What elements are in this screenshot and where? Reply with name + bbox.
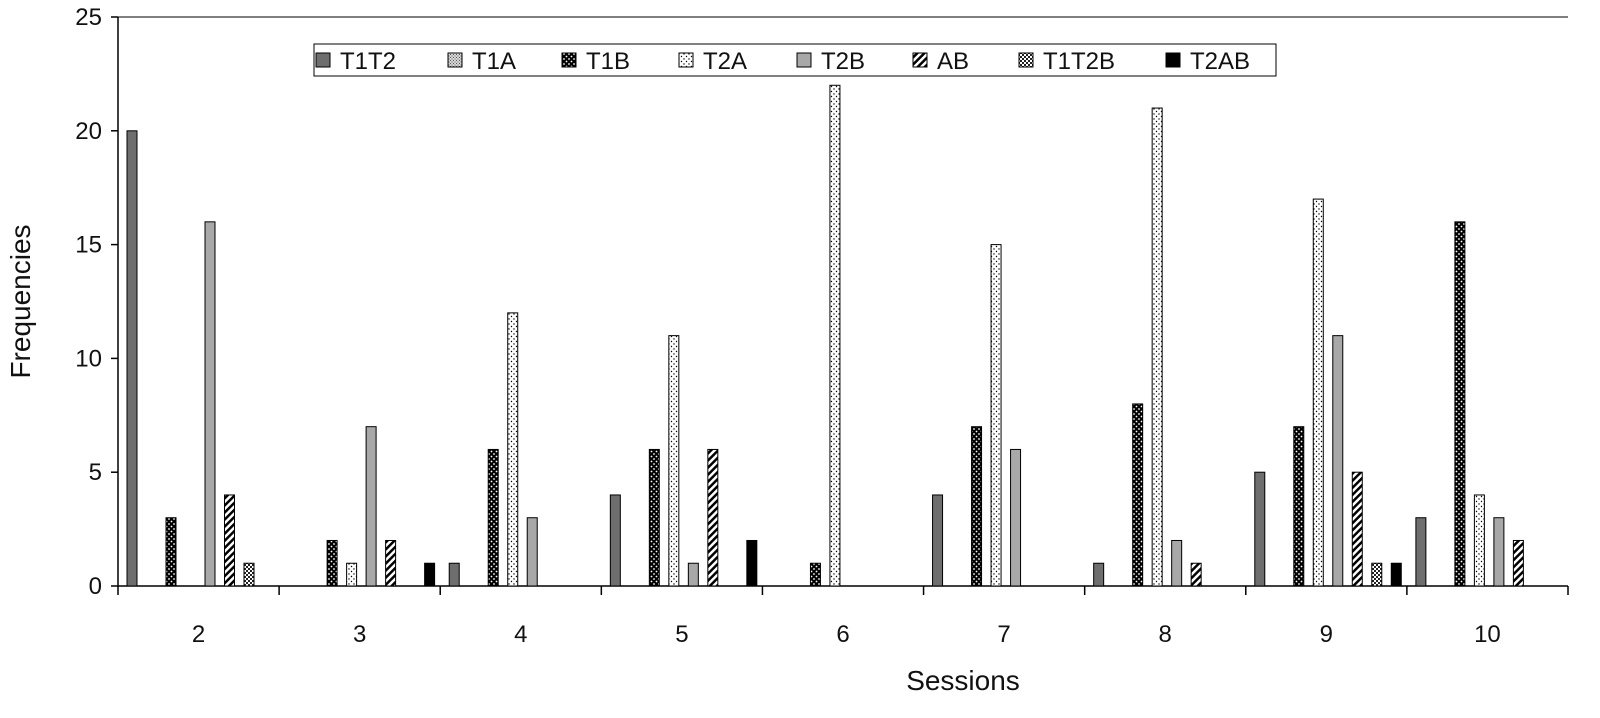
legend-swatch-t1t2b bbox=[1018, 52, 1034, 68]
bar-t1b-session-8 bbox=[1132, 403, 1144, 587]
legend-swatch-t2ab bbox=[1165, 52, 1181, 68]
x-tick-label: 4 bbox=[514, 621, 527, 648]
bar-t1t2b-session-2 bbox=[243, 562, 255, 587]
bar-t2b-session-8 bbox=[1171, 539, 1183, 587]
bar-t1t2-session-10 bbox=[1415, 517, 1427, 587]
bar-t1b-session-10 bbox=[1454, 221, 1466, 587]
y-tick-label: 20 bbox=[75, 118, 102, 145]
bar-ab-session-2 bbox=[224, 494, 235, 587]
x-tick-label: 9 bbox=[1320, 621, 1333, 648]
bar-t2b-session-10 bbox=[1493, 517, 1505, 587]
bar-t2b-session-4 bbox=[526, 517, 538, 587]
bar-ab-session-10 bbox=[1512, 539, 1524, 587]
legend-label-t1b: T1B bbox=[586, 48, 630, 75]
y-axis-title: Frequencies bbox=[5, 224, 36, 378]
x-tick-label: 10 bbox=[1474, 621, 1501, 648]
legend-swatch-t2b bbox=[796, 52, 812, 68]
bar-t2a-session-5 bbox=[668, 335, 680, 587]
legend-label-t2b: T2B bbox=[821, 48, 865, 75]
y-tick-label: 0 bbox=[89, 573, 102, 600]
y-tick-label: 10 bbox=[75, 345, 102, 372]
bar-ab-session-3 bbox=[385, 539, 397, 587]
bar-t1b-session-9 bbox=[1293, 426, 1305, 587]
bar-t2a-session-8 bbox=[1151, 107, 1163, 587]
legend-label-t1a: T1A bbox=[472, 48, 516, 75]
bar-t2a-session-10 bbox=[1473, 494, 1485, 587]
legend-swatch-t1b bbox=[561, 52, 577, 68]
y-tick-label: 15 bbox=[75, 232, 102, 259]
legend-swatch-ab bbox=[912, 52, 928, 68]
bar-t1t2-session-2 bbox=[126, 130, 138, 587]
bar-ab-session-5 bbox=[707, 448, 719, 587]
bar-t1t2-session-9 bbox=[1254, 471, 1266, 587]
bar-t1b-session-2 bbox=[165, 517, 177, 587]
x-axis-title: Sessions bbox=[906, 665, 1020, 696]
legend-label-t2a: T2A bbox=[703, 48, 747, 75]
bar-t2ab-session-5 bbox=[746, 539, 758, 587]
bar-t2a-session-6 bbox=[829, 84, 841, 587]
bar-ab-session-9 bbox=[1351, 471, 1363, 587]
bar-t1t2-session-8 bbox=[1093, 562, 1105, 587]
x-tick-label: 3 bbox=[353, 621, 366, 648]
bar-t2ab-session-9 bbox=[1390, 562, 1402, 587]
bar-t1t2-session-5 bbox=[609, 494, 621, 587]
legend-label-t1t2b: T1T2B bbox=[1043, 48, 1115, 75]
x-tick-label: 5 bbox=[675, 621, 688, 648]
bar-t2b-session-7 bbox=[1010, 448, 1022, 587]
legend-label-t1t2: T1T2 bbox=[340, 48, 396, 75]
x-tick-label: 7 bbox=[997, 621, 1010, 648]
bar-t1b-session-7 bbox=[971, 426, 983, 587]
bar-t1t2-session-4 bbox=[448, 562, 460, 587]
legend-swatch-t1a bbox=[447, 52, 463, 68]
bar-t1b-session-6 bbox=[809, 562, 821, 587]
legend-swatch-t2a bbox=[678, 52, 694, 68]
y-tick-label: 25 bbox=[75, 4, 102, 31]
legend-box bbox=[313, 43, 1277, 77]
bar-t2b-session-9 bbox=[1332, 335, 1344, 587]
bar-t2a-session-9 bbox=[1312, 198, 1324, 587]
bar-t1t2b-session-9 bbox=[1371, 562, 1383, 587]
bar-t2b-session-5 bbox=[687, 562, 699, 587]
x-tick-label: 8 bbox=[1159, 621, 1172, 648]
x-tick-label: 6 bbox=[836, 621, 849, 648]
bar-t2b-session-2 bbox=[204, 221, 216, 587]
bar-t1t2-session-7 bbox=[932, 494, 944, 587]
bar-t1b-session-3 bbox=[326, 539, 338, 587]
x-tick-label: 2 bbox=[192, 621, 205, 648]
bar-t1b-session-4 bbox=[487, 448, 499, 587]
bar-t2a-session-7 bbox=[990, 244, 1002, 587]
y-tick-label: 5 bbox=[89, 459, 102, 486]
bar-t1b-session-5 bbox=[648, 448, 660, 587]
bar-t2a-session-3 bbox=[346, 562, 358, 587]
bar-ab-session-8 bbox=[1190, 562, 1202, 587]
bar-t2ab-session-3 bbox=[424, 562, 436, 587]
legend-swatch-t1t2 bbox=[315, 52, 331, 68]
bar-t2a-session-4 bbox=[507, 312, 519, 587]
bar-t2b-session-3 bbox=[365, 426, 377, 587]
legend-label-ab: AB bbox=[937, 48, 969, 75]
legend-label-t2ab: T2AB bbox=[1190, 48, 1250, 75]
